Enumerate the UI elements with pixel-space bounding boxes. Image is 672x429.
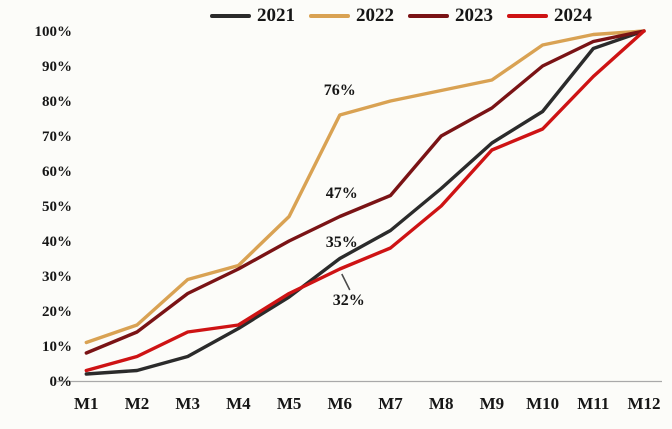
x-axis-label: M5 bbox=[277, 394, 302, 413]
legend-swatch-2024 bbox=[507, 13, 548, 18]
x-axis-label: M12 bbox=[627, 394, 660, 413]
x-axis-label: M6 bbox=[328, 394, 353, 413]
annotation-2024: 32% bbox=[333, 292, 365, 309]
y-axis-label: 90% bbox=[42, 59, 72, 75]
y-axis-label: 80% bbox=[42, 94, 72, 110]
legend-swatch-2021 bbox=[210, 13, 251, 18]
y-axis-label: 50% bbox=[42, 199, 72, 215]
legend-swatch-2022 bbox=[309, 13, 350, 18]
series-line-2022 bbox=[84, 29, 646, 345]
y-axis-label: 0% bbox=[50, 374, 73, 390]
y-axis-label: 100% bbox=[35, 24, 73, 40]
legend-item-2024: 2024 bbox=[507, 6, 592, 25]
legend-item-2023: 2023 bbox=[408, 6, 493, 25]
x-axis-label: M10 bbox=[526, 394, 559, 413]
legend-label-2023: 2023 bbox=[455, 5, 493, 26]
y-axis-label: 40% bbox=[42, 234, 72, 250]
legend-item-2021: 2021 bbox=[210, 6, 295, 25]
series-line-2024 bbox=[84, 29, 646, 373]
series-line-2021 bbox=[84, 29, 646, 376]
legend-item-2022: 2022 bbox=[309, 6, 394, 25]
x-axis-label: M1 bbox=[74, 394, 99, 413]
x-axis-label: M2 bbox=[125, 394, 150, 413]
chart-legend: 2021 2022 2023 2024 bbox=[210, 6, 592, 25]
x-axis-label: M3 bbox=[175, 394, 200, 413]
annotation-2022: 76% bbox=[324, 82, 356, 99]
y-axis-label: 70% bbox=[42, 129, 72, 145]
annotation-leader-line bbox=[341, 273, 351, 291]
series-line-2023 bbox=[84, 29, 646, 355]
x-axis-label: M11 bbox=[577, 394, 609, 413]
x-axis-label: M9 bbox=[480, 394, 505, 413]
x-axis-label: M7 bbox=[378, 394, 403, 413]
legend-swatch-2023 bbox=[408, 13, 449, 18]
y-axis-label: 30% bbox=[42, 269, 72, 285]
y-axis-label: 60% bbox=[42, 164, 72, 180]
x-axis-label: M4 bbox=[226, 394, 251, 413]
x-axis-label: M8 bbox=[429, 394, 454, 413]
annotation-2023: 47% bbox=[326, 185, 358, 202]
y-axis-label: 20% bbox=[42, 304, 72, 320]
y-axis-label: 10% bbox=[42, 339, 72, 355]
annotation-2021: 35% bbox=[326, 234, 358, 251]
legend-label-2021: 2021 bbox=[257, 5, 295, 26]
legend-label-2024: 2024 bbox=[554, 5, 592, 26]
legend-label-2022: 2022 bbox=[356, 5, 394, 26]
